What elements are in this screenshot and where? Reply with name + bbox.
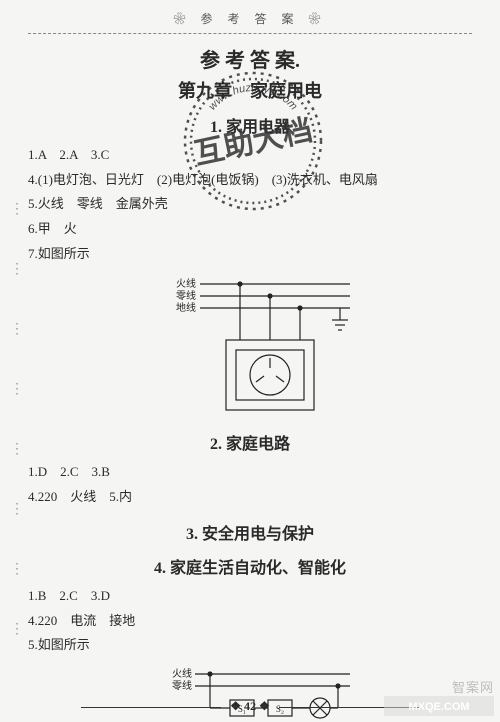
answer-line: 1.A 2.A 3.C (28, 143, 472, 168)
header-divider (28, 33, 472, 34)
label-live: 火线 (176, 277, 196, 290)
circuit-diagram-1: 火线 零线 地线 (140, 270, 360, 420)
label-earth: 地线 (176, 301, 196, 314)
page-title: 参 考 答 案. (28, 44, 472, 73)
answer-line: 5.火线 零线 金属外壳 (28, 192, 472, 217)
answer-line: 7.如图所示 (28, 242, 472, 267)
page: ❀ 参 考 答 案 ❀ 参 考 答 案. 第九章 家庭用电 1. 家用电器 1.… (0, 0, 500, 722)
answer-line: 4.220 火线 5.内 (28, 485, 472, 510)
answer-line: 5.如图所示 (28, 633, 472, 658)
answer-line: 1.B 2.C 3.D (28, 584, 472, 609)
watermark-text: 智案网 (452, 677, 494, 696)
svg-text:MXQE.COM: MXQE.COM (408, 701, 469, 713)
answer-line: 6.甲 火 (28, 217, 472, 242)
top-header: ❀ 参 考 答 案 ❀ (28, 10, 472, 27)
answer-line: 4.220 电流 接地 (28, 609, 472, 634)
section-heading-1: 1. 家用电器 (28, 113, 472, 137)
answer-line: 4.(1)电灯泡、日光灯 (2)电灯泡(电饭锅) (3)洗衣机、电风扇 (28, 168, 472, 193)
label-live-2: 火线 (172, 667, 192, 680)
label-neutral: 零线 (176, 289, 196, 302)
watermark-logo: MXQE.COM (384, 696, 494, 716)
section-heading-2: 2. 家庭电路 (28, 430, 472, 454)
section-heading-3: 3. 安全用电与保护 (28, 520, 472, 544)
label-neutral-2: 零线 (172, 679, 192, 692)
answer-line: 1.D 2.C 3.B (28, 460, 472, 485)
margin-dots: ⋮⋮⋮ ⋮⋮⋮ ⋮⋮ (10, 180, 24, 660)
chapter-title: 第九章 家庭用电 (28, 77, 472, 103)
section-heading-4: 4. 家庭生活自动化、智能化 (28, 554, 472, 578)
